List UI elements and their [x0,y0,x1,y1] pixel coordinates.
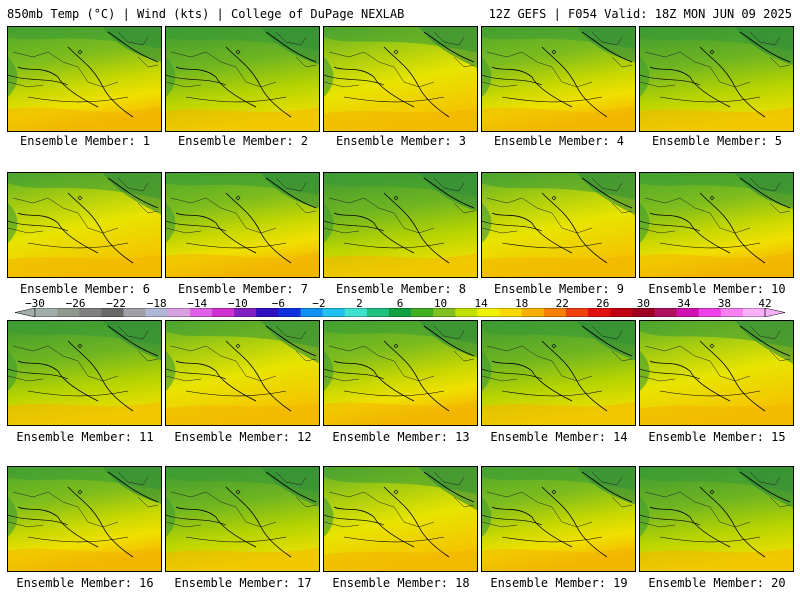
colorbar-cell [411,308,434,317]
colorbar-tick-label: −14 [187,297,208,310]
member-label: Ensemble Member: 19 [490,576,628,590]
colorbar-cell [300,308,323,317]
member-map-panel [639,172,794,278]
colorbar-cell [145,308,169,317]
member-map-panel [165,320,320,426]
member-label: Ensemble Member: 7 [177,282,309,296]
colorbar-cell [167,308,191,317]
member-map-panel [7,172,162,278]
member-label: Ensemble Member: 17 [174,576,312,590]
temperature-colorbar [15,308,785,317]
colorbar-tick-label: 6 [396,297,404,310]
colorbar-tick-label: −10 [227,297,248,310]
colorbar-cell [57,308,80,317]
colorbar-cell [521,308,545,317]
colorbar-cell [720,308,744,317]
colorbar-cell [35,308,58,317]
member-map-panel [165,466,320,572]
colorbar-cell [79,308,102,317]
colorbar-tick-label: −18 [146,297,167,310]
colorbar-cell [256,308,279,317]
member-label: Ensemble Member: 18 [332,576,470,590]
member-label: Ensemble Member: 5 [651,134,783,148]
map-title: 850mb Temp (°C) | Wind (kts) | College o… [7,7,405,21]
colorbar-cell [388,308,412,317]
member-label: Ensemble Member: 12 [174,430,312,444]
colorbar-tick-label: 18 [515,297,529,310]
colorbar-cell [455,308,478,317]
member-label: Ensemble Member: 13 [332,430,470,444]
member-label: Ensemble Member: 14 [490,430,628,444]
member-label: Ensemble Member: 16 [16,576,154,590]
member-map-panel [165,172,320,278]
member-map-panel [323,466,478,572]
colorbar-cell [742,308,766,317]
member-label: Ensemble Member: 10 [648,282,786,296]
member-map-panel [481,172,636,278]
colorbar-cell [676,308,699,317]
colorbar-cell [698,308,722,317]
colorbar-cell [234,308,257,317]
colorbar-tick-label: −22 [106,297,127,310]
colorbar-tick-label: −2 [312,297,326,310]
colorbar-cell [654,308,677,317]
colorbar-cell [278,308,301,317]
colorbar-tick-label: 34 [677,297,691,310]
colorbar-tick-label: 14 [474,297,488,310]
member-map-panel [323,172,478,278]
member-map-panel [7,26,162,132]
colorbar-tick-label: 30 [636,297,650,310]
member-map-panel [639,466,794,572]
colorbar-tick-label: −30 [25,297,45,310]
colorbar-cell [543,308,567,317]
member-label: Ensemble Member: 3 [335,134,467,148]
colorbar-cell [499,308,522,317]
member-label: Ensemble Member: 2 [177,134,309,148]
colorbar-tick-label: −6 [271,297,285,310]
member-label: Ensemble Member: 6 [19,282,151,296]
member-map-panel [481,26,636,132]
member-label: Ensemble Member: 8 [335,282,467,296]
colorbar-cell [344,308,368,317]
colorbar-tick-label: 22 [555,297,569,310]
colorbar-cell [477,308,500,317]
member-map-panel [639,320,794,426]
colorbar-cell [101,308,124,317]
colorbar-tick-label: −26 [65,297,86,310]
colorbar-cell [632,308,655,317]
colorbar-cell [565,308,589,317]
member-label: Ensemble Member: 20 [648,576,786,590]
member-map-panel [165,26,320,132]
colorbar-tick-label: 42 [758,297,772,310]
colorbar-cell [322,308,345,317]
member-map-panel [7,320,162,426]
colorbar-cell [211,308,235,317]
member-label: Ensemble Member: 4 [493,134,625,148]
colorbar-tick-label: 10 [433,297,448,310]
colorbar-tick-label: 2 [356,297,363,310]
member-map-panel [639,26,794,132]
member-map-panel [7,466,162,572]
colorbar-cell [189,308,213,317]
colorbar-tick-label: 38 [717,297,732,310]
member-map-panel [323,320,478,426]
colorbar-cell [610,308,633,317]
member-label: Ensemble Member: 1 [19,134,151,148]
member-label: Ensemble Member: 15 [648,430,786,444]
colorbar-cell [123,308,146,317]
colorbar-tick-label: 26 [596,297,610,310]
colorbar-cell [366,308,390,317]
member-map-panel [481,466,636,572]
member-label: Ensemble Member: 11 [16,430,154,444]
member-map-panel [323,26,478,132]
member-map-panel [481,320,636,426]
model-valid-time: 12Z GEFS | F054 Valid: 18Z MON JUN 09 20… [488,7,792,21]
member-label: Ensemble Member: 9 [493,282,625,296]
colorbar-cell [588,308,611,317]
colorbar-cell [433,308,456,317]
